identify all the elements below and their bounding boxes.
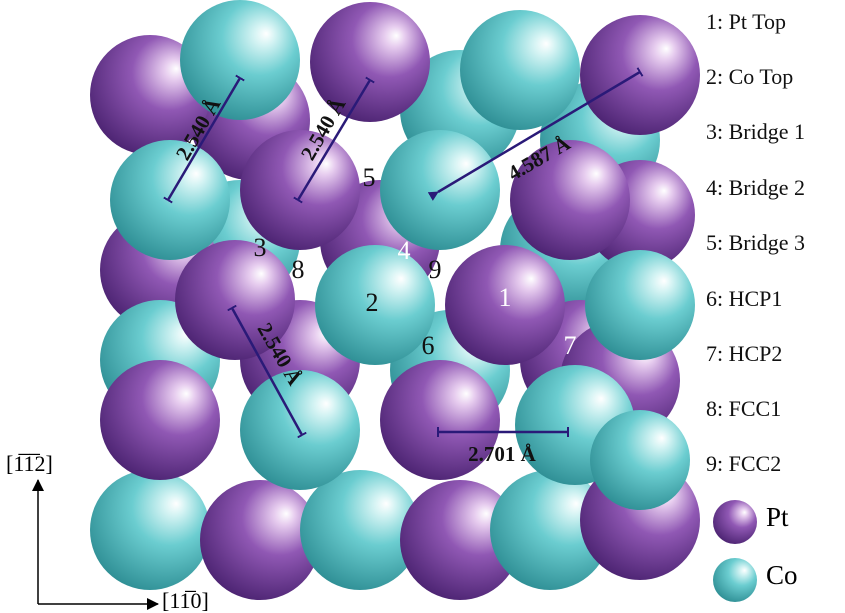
site-marker: 2 [366,288,379,317]
site-list-item: 6: HCP1 [706,286,782,311]
site-list-item: 5: Bridge 3 [706,230,805,255]
site-list-item: 7: HCP2 [706,341,782,366]
site-list-item: 2: Co Top [706,64,793,89]
site-marker: 8 [292,255,305,284]
site-marker: 5 [363,163,376,192]
site-marker: 3 [254,233,267,262]
site-marker: 4 [398,236,411,265]
figure: 1 2 3 4 5 6 7 8 9 2.540 Å 2.540 Å 4.587 … [0,0,845,613]
distance-label: 2.701 Å [468,442,537,466]
axis-label: [11̅0] [162,588,209,613]
site-list: 1: Pt Top 2: Co Top 3: Bridge 1 4: Bridg… [706,9,805,476]
site-marker: 1 [499,283,512,312]
legend: Pt Co [713,500,798,602]
site-list-item: 4: Bridge 2 [706,175,805,200]
site-marker: 6 [422,331,435,360]
site-list-item: 8: FCC1 [706,396,781,421]
site-marker: 7 [564,331,577,360]
legend-label: Co [766,560,798,590]
site-list-item: 1: Pt Top [706,9,786,34]
axis-label: [1̅1̅2] [6,451,53,476]
site-list-item: 3: Bridge 1 [706,119,805,144]
site-marker: 9 [429,255,442,284]
legend-label: Pt [766,502,789,532]
site-list-item: 9: FCC2 [706,451,781,476]
